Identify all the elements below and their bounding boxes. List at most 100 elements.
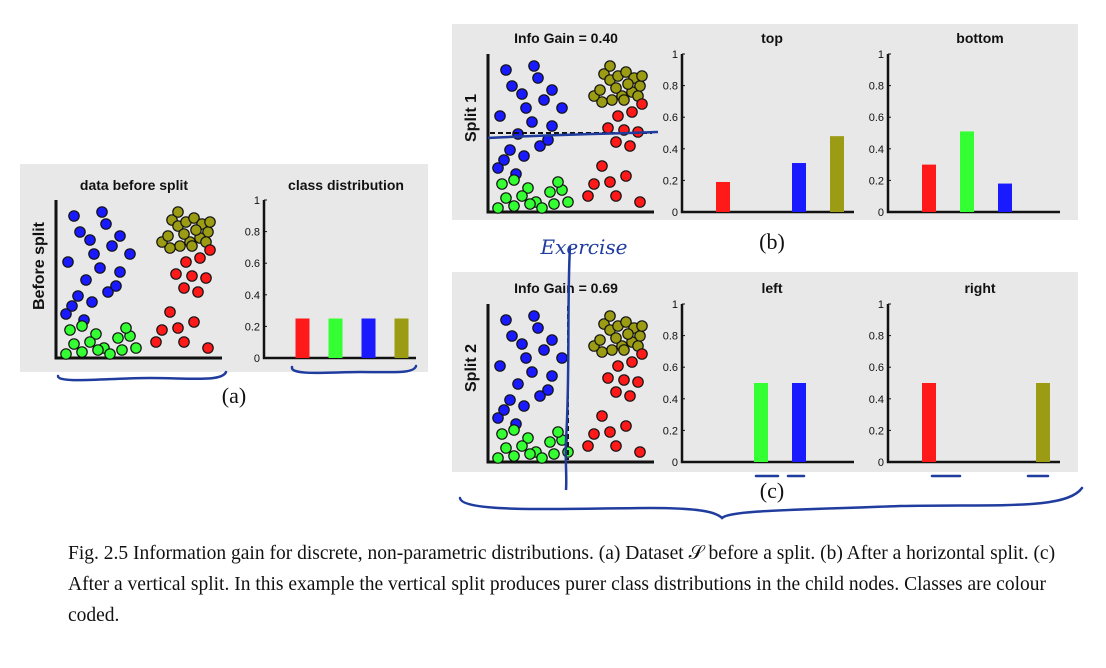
y-tick-label: 1 (672, 49, 678, 61)
scatter-point-olive (622, 78, 634, 90)
y-tick-label: 0 (254, 353, 260, 365)
scatter-point-blue (66, 300, 78, 312)
scatter-point-red (626, 106, 638, 118)
y-tick-label: 0.6 (869, 112, 884, 124)
scatter-point-olive (164, 242, 176, 254)
scatter-point-blue (546, 370, 558, 382)
scatter-point-olive (186, 240, 198, 252)
scatter-point-blue (518, 400, 530, 412)
row-label-before-split: Before split (31, 221, 48, 310)
scatter-point-red (610, 190, 622, 202)
scatter-point-blue (528, 60, 540, 72)
scatter-point-olive (188, 212, 200, 224)
scatter-point-blue (520, 102, 532, 114)
bar-olive (394, 318, 409, 358)
scatter-point-red (164, 306, 176, 318)
scatter-point-green (84, 336, 96, 348)
scatter-point-blue (504, 394, 516, 406)
scatter-point-red (170, 268, 182, 280)
scatter-point-red (610, 386, 622, 398)
scatter-axes-a (54, 200, 222, 360)
scatter-point-blue (96, 206, 108, 218)
scatter-point-olive (610, 332, 622, 344)
scatter-point-red (188, 316, 200, 328)
info-gain-c: Info Gain = 0.69 (514, 280, 618, 296)
scatter-point-red (596, 410, 608, 422)
scatter-point-blue (110, 280, 122, 292)
bar-title-a: class distribution (288, 177, 404, 193)
scatter-point-red (620, 420, 632, 432)
scatter-point-blue (494, 110, 506, 122)
scatter-point-green (130, 342, 142, 354)
scatter-point-green (112, 332, 124, 344)
scatter-point-green (548, 198, 560, 210)
scatter-point-red (150, 336, 162, 348)
y-tick-label: 1 (672, 299, 678, 311)
bar-olive (830, 136, 844, 212)
y-tick-label: 0 (672, 207, 678, 219)
scatter-point-red (204, 244, 216, 256)
scatter-point-blue (74, 226, 86, 238)
scatter-point-red (612, 360, 624, 372)
figure-letter-c: (c) (760, 478, 784, 503)
scatter-point-green (552, 426, 564, 438)
scatter-point-olive (594, 334, 606, 346)
scatter-point-olive (190, 224, 202, 236)
scatter-point-blue (88, 248, 100, 260)
scatter-point-blue (518, 150, 530, 162)
scatter-title-a: data before split (80, 177, 188, 193)
scatter-point-red (588, 428, 600, 440)
scatter-point-red (194, 252, 206, 264)
scatter-point-red (178, 282, 190, 294)
scatter-point-red (582, 190, 594, 202)
scatter-point-red (624, 390, 636, 402)
scatter-point-olive (604, 60, 616, 72)
bar-green (754, 383, 768, 462)
scatter-point-blue (512, 378, 524, 390)
scatter-point-red (604, 176, 616, 188)
scatter-point-red (620, 170, 632, 182)
y-tick-label: 0.2 (245, 321, 260, 333)
y-tick-label: 0 (672, 457, 678, 469)
bar-red (716, 181, 730, 212)
y-tick-label: 0.2 (869, 425, 884, 437)
scatter-point-blue (100, 218, 112, 230)
y-tick-label: 0.2 (869, 175, 884, 187)
y-tick-label: 0 (878, 207, 884, 219)
scatter-point-blue (94, 262, 106, 274)
bar-axes (680, 54, 854, 214)
scatter-point-red (634, 196, 646, 208)
scatter-point-blue (506, 80, 518, 92)
scatter-point-blue (84, 234, 96, 246)
scatter-point-red (156, 324, 168, 336)
scatter-point-blue (106, 240, 118, 252)
scatter-point-blue (492, 162, 504, 174)
scatter-point-red (636, 348, 648, 360)
scatter-point-blue (534, 390, 546, 402)
bar-chart-top: 0 0.2 0.4 0.6 0.8 1 (663, 49, 854, 219)
scatter-point-olive (620, 66, 632, 78)
scatter-point-olive (174, 240, 186, 252)
scatter-point-green (68, 338, 80, 350)
split-1-handdrawn-line (487, 130, 659, 140)
scatter-point-olive (162, 230, 174, 242)
scatter-point-olive (606, 344, 618, 356)
info-gain-b: Info Gain = 0.40 (514, 30, 618, 46)
handwritten-exercise-note: Exercise (540, 235, 628, 259)
scatter-point-green (492, 452, 504, 464)
scatter-point-green (544, 186, 556, 198)
y-tick-label: 0.4 (663, 144, 678, 156)
scatter-point-green (64, 324, 76, 336)
scatter-point-blue (556, 352, 568, 364)
bar-blue (998, 183, 1012, 212)
scatter-point-blue (546, 120, 558, 132)
bar-title-top: top (761, 30, 783, 46)
split-2-handdrawn-line (564, 245, 572, 491)
bar-blue (792, 163, 806, 212)
scatter-point-olive (620, 316, 632, 328)
y-tick-label: 0.4 (245, 290, 260, 302)
scatter-point-green (524, 448, 536, 460)
figure-letter-b: (b) (759, 229, 785, 254)
bar-blue (792, 383, 806, 462)
